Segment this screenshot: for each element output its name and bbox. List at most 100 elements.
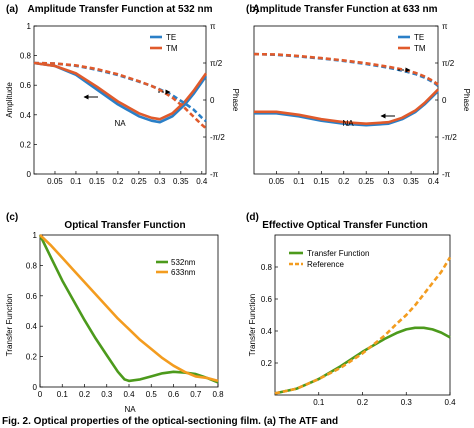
y2-tick-label: 0 (210, 96, 215, 105)
y-tick-label: 0.2 (261, 359, 273, 368)
y2-tick-label: -π/2 (442, 133, 457, 142)
plot-frame-d (274, 234, 451, 396)
y-tick-label: 0.8 (20, 52, 32, 61)
x-tick-label: 0 (38, 390, 43, 399)
x-tick-label: 0.1 (313, 398, 325, 407)
x-tick-label: 0.1 (293, 177, 305, 186)
y-tick-label: 0.8 (261, 263, 273, 272)
y2-tick-label: π/2 (442, 59, 455, 68)
legend-label-633-c: 633nm (171, 268, 196, 277)
panel-label-b: (b) (246, 4, 259, 15)
y-tick-label: 0.4 (20, 111, 32, 120)
title-c: Optical Transfer Function (64, 220, 185, 231)
x-tick-label: 0.2 (79, 390, 91, 399)
panel-label-c: (c) (6, 212, 18, 223)
x-tick-label: 0.35 (403, 177, 419, 186)
series-line-b-3 (253, 52, 439, 86)
legend-label-te-a: TE (166, 33, 176, 42)
panel-label-d: (d) (246, 212, 259, 223)
x-tick-label: 0.05 (269, 177, 285, 186)
figure-caption: Fig. 2. Optical properties of the optica… (2, 416, 338, 427)
series-line-a-3 (33, 61, 207, 130)
legend-label-te-b: TE (414, 33, 424, 42)
y2label-a: Phase (231, 89, 240, 112)
legend-c: 532nm 633nm (156, 258, 196, 277)
title-a: Amplitude Transfer Function at 532 nm (27, 4, 212, 15)
x-tick-label: 0.1 (57, 390, 69, 399)
y-tick-label: 0.6 (20, 81, 32, 90)
x-tick-label: 0.6 (168, 390, 180, 399)
y2-tick-label: π (442, 22, 448, 31)
x-tick-label: 0.15 (314, 177, 330, 186)
y-tick-label: 0.4 (26, 322, 38, 331)
y-tick-label: 0 (33, 383, 38, 392)
chart-panel-a: 0.05 0.1 0.15 0.2 0.25 0.3 0.35 0.4 0 0.2 0.4 0.6 0.… (5, 22, 240, 186)
chart-panel-d: 0.1 0.2 0.3 0.4 0.2 0.4 0.6 0.8 Transfer Functi… (248, 234, 456, 407)
x-tick-label: 0.2 (338, 177, 350, 186)
x-tick-label: 0.25 (131, 177, 147, 186)
y-tick-label: 0.4 (261, 327, 273, 336)
y2-tick-label: π (210, 22, 216, 31)
y2-tick-label: -π/2 (210, 133, 225, 142)
series-line-a-2 (33, 61, 207, 123)
x-tick-label: 0.4 (123, 390, 135, 399)
legend-label-ref-d: Reference (307, 260, 344, 269)
xlabel-c: NA (124, 405, 136, 414)
y-tick-label: 0.6 (26, 292, 38, 301)
plot-frame-b (253, 25, 439, 175)
x-tick-label: 0.2 (112, 177, 124, 186)
x-tick-label: 0.15 (89, 177, 105, 186)
y-tick-label: 1 (33, 231, 38, 240)
x-tick-label: 0.05 (47, 177, 63, 186)
y2-tick-label: -π (442, 170, 451, 179)
chart-panel-b: 0.05 0.1 0.15 0.2 0.25 0.3 0.35 0.4-π-π/20π/2π … (253, 22, 471, 186)
x-tick-label: 0.3 (154, 177, 166, 186)
x-tick-label: 0.35 (173, 177, 189, 186)
y2-tick-label: π/2 (210, 59, 223, 68)
chart-panel-c: 0 0.1 0.2 0.3 0.4 0.5 0.6 0.7 0.800.20.40.60.81 … (5, 231, 224, 414)
y-tick-label: 1 (27, 22, 32, 31)
x-tick-label: 0.4 (444, 398, 456, 407)
x-tick-label: 0.3 (383, 177, 395, 186)
series-line-c-1 (39, 234, 219, 383)
title-d: Effective Optical Transfer Function (262, 220, 428, 231)
xlabel-b: NA (342, 119, 354, 128)
legend-a: TE TM (150, 33, 178, 53)
series-line-b-2 (253, 52, 439, 87)
legend-b: TE TM (398, 33, 426, 53)
x-tick-label: 0.4 (196, 177, 208, 186)
panel-label-a: (a) (6, 4, 18, 15)
x-tick-label: 0.8 (212, 390, 224, 399)
x-tick-label: 0.7 (190, 390, 202, 399)
y-tick-label: 0.2 (20, 140, 32, 149)
y-tick-label: 0.8 (26, 261, 38, 270)
y2label-b: Phase (462, 89, 471, 112)
ylabel-d: Transfer Function (248, 294, 257, 356)
y2-tick-label: 0 (442, 96, 447, 105)
x-tick-label: 0.4 (428, 177, 440, 186)
y-tick-label: 0.6 (261, 295, 273, 304)
x-tick-label: 0.5 (146, 390, 158, 399)
series-line-a-1 (33, 61, 208, 121)
series-line-b-1 (254, 88, 439, 125)
y-tick-label: 0 (27, 170, 32, 179)
legend-d: Transfer Function Reference (289, 249, 369, 269)
title-b: Amplitude Transfer Function at 633 nm (252, 4, 437, 15)
series-line-d-1 (274, 256, 452, 395)
y-tick-label: 0.2 (26, 353, 38, 362)
legend-label-tm-b: TM (414, 44, 426, 53)
x-tick-label: 0.3 (401, 398, 413, 407)
legend-label-tm-a: TM (166, 44, 178, 53)
series-line-d-0 (274, 326, 451, 395)
xlabel-a: NA (114, 119, 126, 128)
x-tick-label: 0.1 (70, 177, 82, 186)
ylabel-c: Transfer Function (5, 294, 14, 356)
x-tick-label: 0.2 (357, 398, 369, 407)
x-tick-label: 0.25 (358, 177, 374, 186)
ylabel-a: Amplitude (5, 82, 14, 118)
legend-label-532-c: 532nm (171, 258, 196, 267)
legend-label-tf-d: Transfer Function (307, 249, 369, 258)
x-tick-label: 0.3 (101, 390, 113, 399)
y2-tick-label: -π (210, 170, 219, 179)
